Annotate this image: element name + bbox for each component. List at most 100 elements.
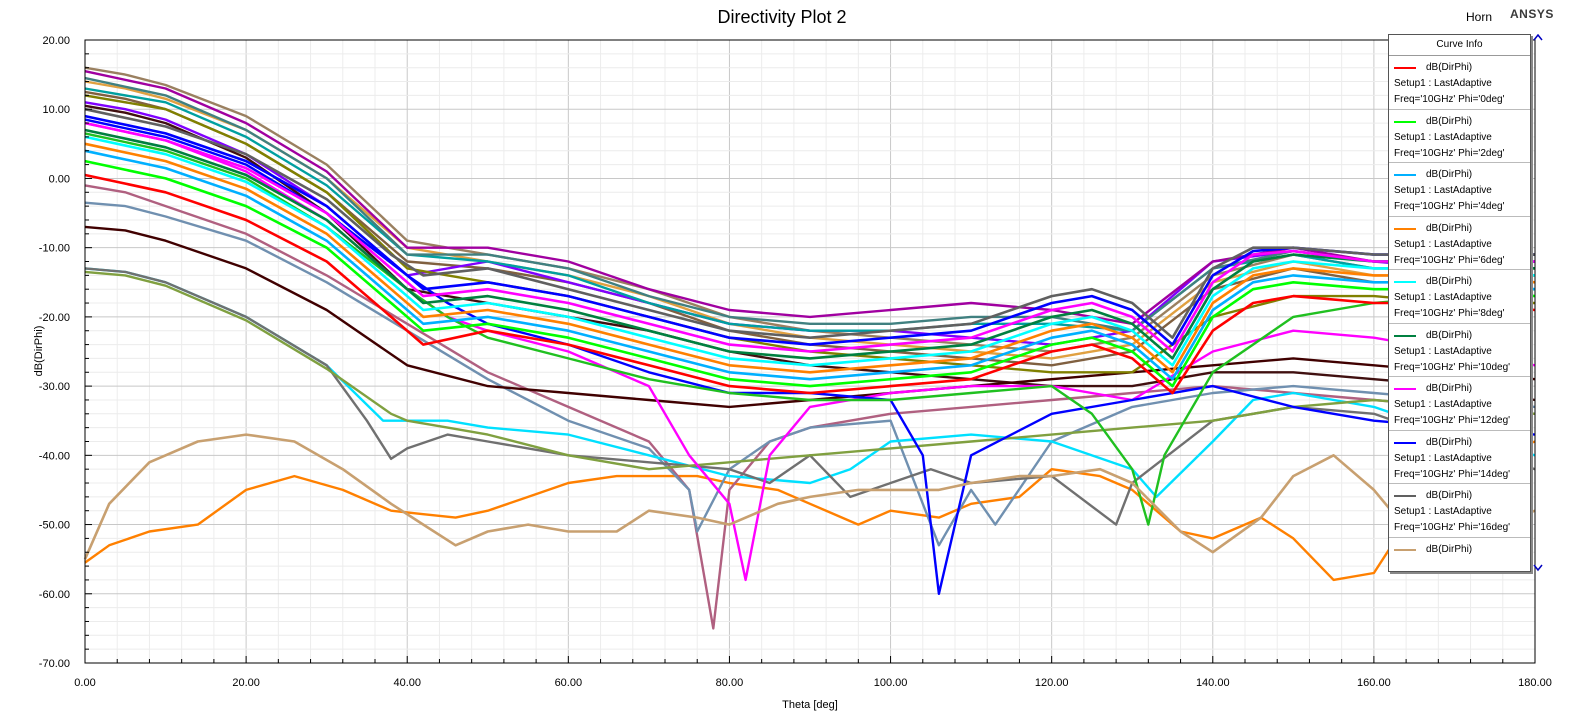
x-tick-label: 180.00 — [1518, 677, 1552, 689]
project-name: Horn — [1466, 10, 1493, 24]
legend-setup: Setup1 : LastAdaptive — [1394, 452, 1492, 464]
legend-setup: Setup1 : LastAdaptive — [1394, 185, 1492, 196]
legend-title: Curve Info — [1389, 35, 1530, 56]
legend-variation: Freq='10GHz' Phi='8deg' — [1394, 308, 1505, 319]
y-axis-label: dB(DirPhi) — [33, 326, 45, 377]
legend-expression: dB(DirPhi) — [1426, 276, 1473, 287]
series-line — [84, 104, 1536, 402]
y-tick-labels: 20.00 10.00 0.00 -10.00 -20.00 -30.00 -40.00 -5… — [39, 35, 70, 670]
series-line — [84, 270, 1536, 471]
legend-expression: dB(DirPhi) — [1426, 329, 1473, 341]
legend-variation: Freq='10GHz' Phi='0deg' — [1394, 94, 1505, 105]
series-line — [84, 135, 1536, 367]
brand-logo: ANSYS — [1510, 7, 1554, 21]
background-series — [84, 66, 1536, 630]
legend-item[interactable]: dB(DirPhi) Setup1 : LastAdaptive Freq='10G… — [1389, 484, 1530, 538]
y-tick-label: 10.00 — [42, 104, 70, 116]
legend-variation: Freq='10GHz' Phi='2deg' — [1394, 147, 1505, 159]
legend-swatch — [1394, 388, 1416, 390]
legend-item[interactable]: dB(DirPhi) Setup1 : LastAdaptive Freq='10G… — [1389, 110, 1530, 163]
y-tick-label: -60.00 — [39, 589, 70, 601]
y-tick-label: 0.00 — [49, 173, 70, 185]
legend-item[interactable]: dB(DirPhi) — [1389, 538, 1530, 572]
x-tick-label: 80.00 — [716, 677, 744, 689]
legend-setup: Setup1 : LastAdaptive — [1394, 345, 1492, 357]
legend-item[interactable]: dB(DirPhi) Setup1 : LastAdaptive Freq='10G… — [1389, 217, 1530, 270]
legend-swatch — [1394, 120, 1416, 123]
x-axis-label: Theta [deg] — [782, 699, 838, 711]
legend-swatch — [1394, 548, 1416, 551]
legend-expression: dB(DirPhi) — [1426, 169, 1473, 180]
series-line — [84, 267, 1536, 526]
y-tick-label: -30.00 — [39, 381, 70, 393]
chart-title: Directivity Plot 2 — [717, 7, 847, 27]
legend-expression: dB(DirPhi) — [1426, 383, 1473, 394]
legend-variation: Freq='10GHz' Phi='4deg' — [1394, 201, 1505, 212]
series-line — [84, 107, 1535, 339]
legend-item[interactable]: dB(DirPhi) Setup1 : LastAdaptive Freq='10G… — [1389, 163, 1530, 217]
x-tick-label: 40.00 — [393, 677, 421, 689]
series-line — [84, 132, 1536, 526]
legend-variation: Freq='10GHz' Phi='10deg' — [1394, 361, 1511, 373]
legend-item[interactable]: dB(DirPhi) Setup1 : LastAdaptive Freq='10G… — [1389, 270, 1530, 324]
legend-variation: Freq='10GHz' Phi='14deg' — [1394, 468, 1511, 480]
y-tick-label: -40.00 — [39, 450, 70, 462]
series-line — [84, 201, 1536, 547]
legend-scroll-markers[interactable] — [1533, 34, 1543, 572]
legend-item[interactable]: dB(DirPhi) Setup1 : LastAdaptive Freq='10G… — [1389, 324, 1530, 377]
x-tick-label: 60.00 — [555, 677, 583, 689]
series-line — [84, 114, 1535, 346]
series-line — [84, 101, 1536, 346]
series-line — [84, 149, 1536, 381]
series-line — [84, 440, 1536, 582]
legend-swatch — [1394, 227, 1416, 230]
plot-border — [84, 39, 1536, 664]
x-tick-label: 140.00 — [1196, 677, 1230, 689]
legend-expression: dB(DirPhi) — [1426, 490, 1473, 501]
series-line — [84, 159, 1536, 388]
x-tick-label: 0.00 — [74, 677, 95, 689]
legend-series — [83, 107, 1536, 561]
x-tick-labels: 0.00 20.00 40.00 60.00 80.00 100.00 120.00 140.… — [74, 677, 1552, 689]
x-tick-label: 20.00 — [232, 677, 260, 689]
series-line — [84, 142, 1536, 374]
series-line — [84, 184, 1536, 630]
legend-variation: Freq='10GHz' Phi='6deg' — [1394, 254, 1505, 266]
legend-swatch — [1394, 495, 1416, 497]
y-tick-label: -50.00 — [39, 520, 70, 532]
legend-swatch — [1394, 334, 1416, 337]
y-tick-label: -20.00 — [39, 312, 70, 324]
series-line — [84, 225, 1536, 409]
legend-setup: Setup1 : LastAdaptive — [1394, 238, 1492, 250]
legend-expression: dB(DirPhi) — [1426, 436, 1473, 448]
legend-expression: dB(DirPhi) — [1426, 115, 1473, 127]
x-tick-label: 100.00 — [874, 677, 908, 689]
legend-variation: Freq='10GHz' Phi='12deg' — [1394, 415, 1511, 426]
legend-setup: Setup1 : LastAdaptive — [1394, 131, 1492, 143]
legend-setup: Setup1 : LastAdaptive — [1394, 292, 1492, 303]
legend-swatch — [1394, 67, 1416, 69]
series-line — [84, 87, 1536, 332]
y-tick-label: -70.00 — [39, 658, 70, 670]
x-tick-label: 160.00 — [1357, 677, 1391, 689]
legend-swatch — [1394, 281, 1416, 283]
plot-frame — [84, 39, 1536, 664]
series-line — [84, 128, 1536, 360]
legend-expression: dB(DirPhi) — [1426, 222, 1473, 234]
curve-info-legend[interactable]: Curve Info dB(DirPhi) Setup1 : LastAdapti… — [1388, 34, 1531, 572]
legend-variation: Freq='10GHz' Phi='16deg' — [1394, 522, 1511, 533]
legend-item[interactable]: dB(DirPhi) Setup1 : LastAdaptive Freq='10G… — [1389, 431, 1530, 484]
legend-expression: dB(DirPhi) — [1426, 62, 1473, 73]
series-line — [84, 173, 1536, 395]
legend-item[interactable]: dB(DirPhi) Setup1 : LastAdaptive Freq='10G… — [1389, 56, 1530, 110]
series-line — [84, 121, 1535, 353]
legend-expression: dB(DirPhi) — [1426, 543, 1473, 555]
legend-setup: Setup1 : LastAdaptive — [1394, 506, 1492, 517]
y-tick-label: 20.00 — [42, 35, 70, 47]
legend-item[interactable]: dB(DirPhi) Setup1 : LastAdaptive Freq='10G… — [1389, 377, 1530, 431]
legend-setup: Setup1 : LastAdaptive — [1394, 399, 1492, 410]
y-tick-label: -10.00 — [39, 243, 70, 255]
x-tick-label: 120.00 — [1035, 677, 1069, 689]
legend-swatch — [1394, 174, 1416, 176]
